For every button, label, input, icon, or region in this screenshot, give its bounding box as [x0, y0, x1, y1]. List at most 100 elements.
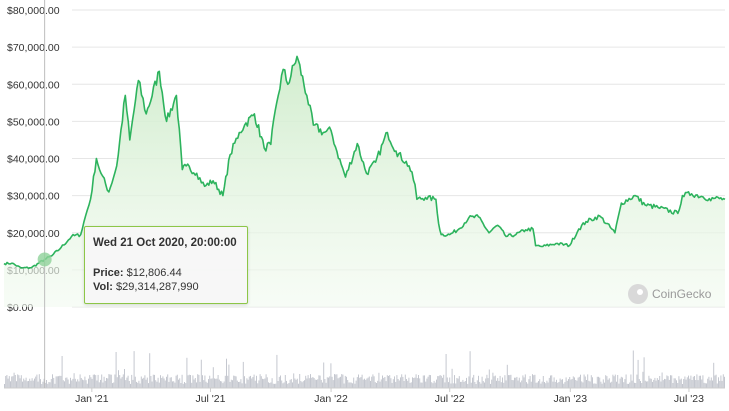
volume-bar	[482, 381, 484, 388]
volume-bar	[355, 380, 357, 388]
volume-bar	[554, 381, 556, 388]
volume-bar	[18, 375, 20, 388]
volume-bar	[535, 382, 537, 388]
volume-bar	[416, 378, 418, 388]
volume-bar	[229, 381, 231, 388]
volume-bar	[661, 372, 663, 388]
volume-bar	[720, 375, 722, 388]
volume-bar	[258, 380, 260, 388]
volume-bar	[434, 382, 436, 388]
volume-bar	[216, 378, 218, 388]
volume-bar	[337, 378, 339, 388]
volume-bar	[592, 377, 593, 388]
volume-bar	[101, 374, 103, 388]
volume-bar	[593, 383, 595, 388]
y-tick-label: $30,000.00	[7, 191, 60, 203]
volume-bar	[679, 379, 681, 388]
volume-bar	[395, 381, 397, 388]
volume-bar	[215, 378, 217, 388]
volume-bar	[709, 380, 711, 388]
volume-bar	[601, 383, 603, 388]
volume-bar	[335, 374, 337, 388]
volume-bar	[719, 380, 721, 388]
price-line	[3, 55, 726, 270]
volume-bar	[358, 374, 359, 388]
volume-bar	[718, 377, 719, 388]
volume-bar	[172, 381, 173, 388]
volume-bar	[56, 376, 58, 388]
volume-bar	[470, 382, 472, 388]
volume-bar	[542, 376, 544, 388]
volume-bar	[700, 375, 701, 388]
volume-bar	[534, 374, 536, 388]
volume-bar	[238, 382, 239, 388]
volume-bar	[113, 382, 115, 388]
volume-bar	[505, 380, 507, 388]
volume-bar	[654, 377, 656, 388]
volume-bar	[222, 383, 224, 388]
volume-bar	[551, 375, 553, 388]
volume-bar	[162, 376, 164, 388]
x-tick-label: Jul '23	[674, 393, 704, 405]
volume-bar	[486, 374, 488, 388]
volume-bar	[296, 378, 298, 388]
volume-bar	[610, 382, 611, 388]
volume-bar	[361, 374, 363, 388]
volume-bar	[662, 380, 664, 388]
volume-bar	[575, 380, 577, 388]
volume-bar	[647, 381, 649, 388]
volume-bar	[206, 382, 208, 388]
volume-bar	[496, 380, 497, 388]
volume-bar	[136, 381, 137, 388]
volume-bar	[342, 374, 344, 388]
volume-bar	[233, 375, 235, 388]
volume-bar	[631, 380, 633, 388]
volume-bar	[451, 368, 453, 388]
volume-bar	[694, 376, 695, 388]
tooltip-date: Wed 21 Oct 2020, 20:00:00	[93, 237, 237, 249]
volume-bar	[528, 379, 530, 388]
volume-bar	[640, 381, 641, 388]
volume-bar	[401, 374, 403, 388]
volume-bar	[715, 374, 717, 388]
volume-bar	[310, 374, 311, 388]
volume-bar	[286, 380, 287, 388]
volume-bar	[374, 382, 376, 388]
x-axis-ticks: Jan '21 Jul '21 Jan '22 Jul '22 Jan '23 Jul '…	[75, 388, 704, 405]
volume-bar	[47, 383, 49, 388]
volume-bar	[131, 374, 133, 388]
volume-bar	[118, 370, 119, 388]
volume-bar	[193, 379, 195, 388]
volume-bar	[506, 364, 508, 388]
volume-bar	[648, 375, 650, 388]
volume-bar	[406, 379, 407, 388]
volume-bar	[650, 378, 652, 388]
volume-bar	[424, 375, 425, 388]
volume-bar	[70, 377, 71, 388]
price-tooltip: Wed 21 Oct 2020, 20:00:00 Price: $12,806…	[84, 226, 248, 304]
volume-bar	[91, 378, 93, 388]
volume-bar	[244, 376, 245, 388]
volume-bar	[17, 374, 19, 388]
volume-bar	[280, 375, 281, 388]
volume-bar	[88, 378, 89, 388]
volume-bar	[50, 379, 52, 388]
volume-bar	[257, 383, 259, 388]
volume-bar	[413, 378, 415, 388]
volume-bar	[456, 378, 458, 388]
volume-bar	[492, 372, 494, 388]
volume-bar	[421, 382, 423, 388]
volume-bar	[404, 374, 406, 388]
volume-bar	[350, 382, 352, 388]
volume-bar	[529, 376, 531, 388]
volume-bar	[584, 376, 586, 388]
volume-bar	[566, 380, 568, 388]
volume-bar	[143, 377, 145, 388]
volume-bar	[30, 380, 32, 388]
volume-bar	[595, 383, 597, 388]
volume-bar	[127, 375, 129, 388]
volume-bar	[349, 382, 351, 388]
volume-bar	[214, 378, 215, 388]
volume-bar	[571, 379, 573, 388]
